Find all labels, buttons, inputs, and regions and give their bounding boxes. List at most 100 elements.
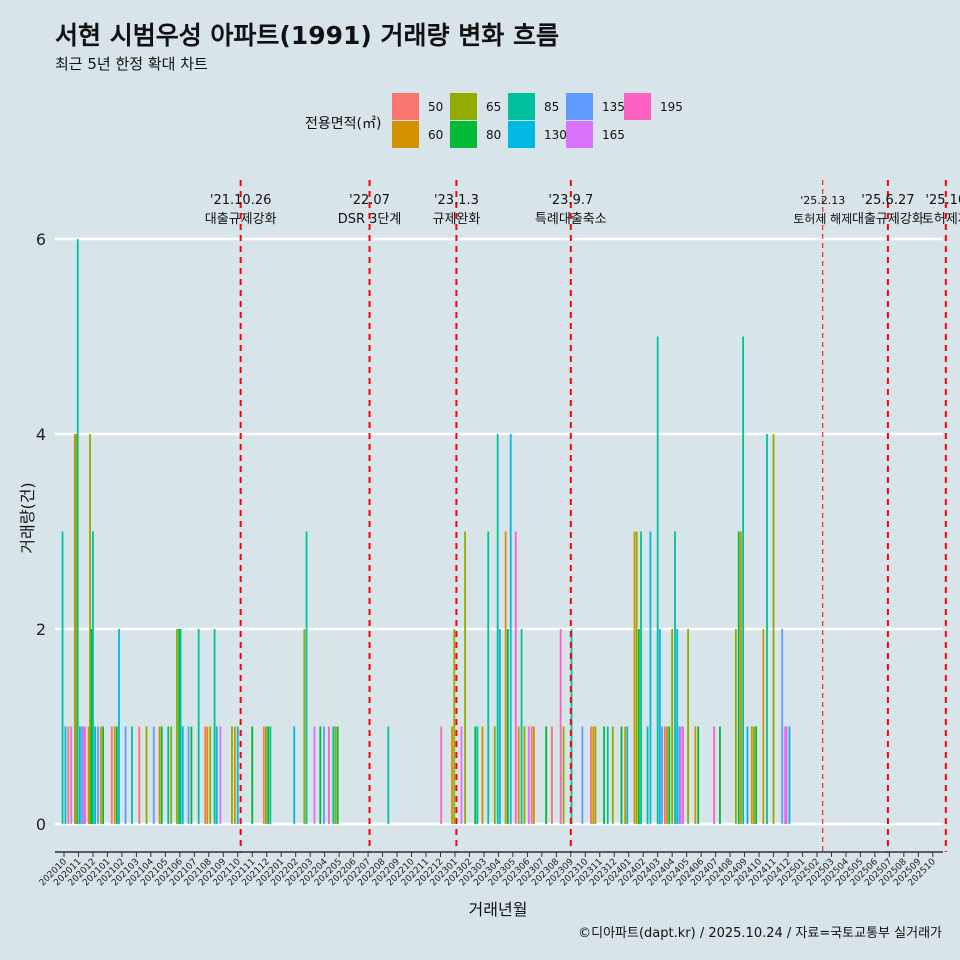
bar-135-58 [323,726,325,824]
event-label: DSR 3단계 [338,212,402,227]
bar-135-23 [124,726,127,824]
bar-165-3 [70,726,73,824]
bar-165-83 [527,726,530,824]
bar-85-63 [387,726,390,824]
bar-85-52 [269,726,272,824]
x-axis: 2020102020112020122021012021022021032021… [38,851,943,888]
bar-65-32 [176,629,178,824]
bar-80-33 [178,629,181,824]
bar-80-86 [545,726,548,824]
bar-60-126 [740,531,742,824]
legend-label: 165 [602,128,625,142]
bar-165-56 [313,726,316,824]
bar-195-59 [328,726,330,824]
event-date: '25.10 [925,193,960,208]
bar-65-134 [772,434,775,824]
bar-85-104 [640,531,642,824]
legend-label: 135 [602,100,625,114]
bar-135-36 [187,726,190,824]
y-axis: 0 2 4 6 [36,230,46,834]
bar-135-135 [781,629,784,824]
bar-65-12 [89,434,91,824]
bar-80-125 [737,531,740,824]
bar-85-70 [476,726,479,824]
bar-130-22 [118,629,120,824]
legend: 전용면적(㎡) 50 60 65 80 85 130 135 165 195 [305,93,683,148]
bar-80-57 [319,726,322,824]
bar-80-29 [160,726,163,824]
bar-85-55 [305,531,308,824]
bar-85-0 [61,531,64,824]
legend-swatch-65 [450,93,477,120]
bar-130-100 [626,726,629,824]
bar-60-129 [750,726,753,824]
bar-60-80 [517,726,520,824]
bar-85-127 [742,336,745,824]
x-axis-label: 거래년월 [469,900,528,919]
bar-65-54 [303,629,306,824]
bar-130-75 [498,629,501,824]
bar-130-106 [649,531,652,824]
bar-130-128 [746,726,749,824]
bar-60-28 [158,726,161,824]
legend-label: 65 [486,100,501,114]
bar-65-130 [753,726,755,824]
bar-60-11 [87,726,90,824]
bar-80-98 [620,726,623,824]
event-date: '23.1.3 [434,193,479,208]
bar-195-88 [559,629,562,824]
bar-85-6 [76,239,79,824]
bar-65-5 [75,434,78,824]
bar-130-35 [181,726,184,824]
bar-80-121 [697,726,700,824]
y-tick-label: 6 [36,230,46,249]
bar-60-111 [666,726,668,824]
bar-65-97 [611,726,614,824]
bar-65-73 [493,726,496,824]
bar-60-132 [762,629,765,824]
y-tick-label: 0 [36,815,46,834]
bar-135-8 [81,726,83,824]
bar-65-66 [453,629,456,824]
event-date: '25.6.27 [861,193,914,208]
bar-60-71 [481,726,484,824]
bar-130-7 [79,726,81,824]
bar-80-95 [603,726,606,824]
bar-50-84 [530,726,533,824]
event-date: '21.10.26 [210,193,271,208]
bar-60-120 [694,726,697,824]
bar-50-25 [138,726,141,824]
bar-85-74 [496,434,499,824]
bar-80-131 [755,726,758,824]
bar-80-112 [668,726,671,824]
y-axis-label: 거래량(건) [18,482,37,553]
bar-65-45 [231,726,233,824]
bar-80-77 [506,629,509,824]
event-label: 특례대출축소 [535,212,607,227]
legend-label: 60 [428,128,443,142]
event-date: '22.07 [349,193,390,208]
bar-80-51 [267,726,270,824]
bar-50-87 [551,726,553,824]
legend-label: 85 [544,100,559,114]
y-tick-label: 4 [36,425,46,444]
bar-85-96 [606,726,609,824]
bar-135-16 [97,726,99,824]
bar-65-94 [594,726,597,824]
bar-60-4 [73,434,76,824]
bar-60-93 [592,726,595,824]
bar-60-46 [233,726,236,824]
legend-label: 130 [544,128,567,142]
bar-60-17 [100,726,102,824]
event-label: 토허제재 [922,212,960,227]
legend-label: 80 [486,128,501,142]
bar-165-44 [219,726,222,824]
event-label: 규제완화 [432,212,480,227]
legend-swatch-60 [392,121,419,148]
bar-130-53 [293,726,296,824]
bar-130-1 [64,726,67,824]
bar-65-89 [562,726,565,824]
bar-80-123 [719,726,721,824]
legend-swatch-130 [508,121,535,148]
bar-130-138 [788,726,791,824]
